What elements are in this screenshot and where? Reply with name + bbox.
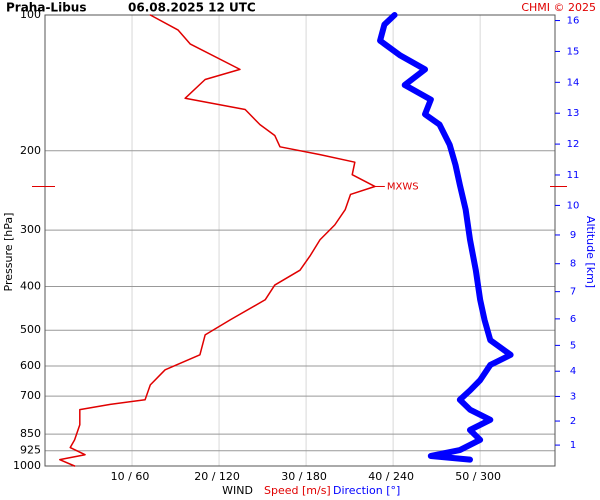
y-tick-label: 850 [20, 427, 41, 440]
chart-title: Praha-Libus [6, 1, 86, 15]
y2-tick-label: 3 [570, 391, 576, 402]
y-tick-label: 100 [20, 8, 41, 21]
y2-tick-label: 14 [567, 77, 580, 88]
direction-line [377, 12, 514, 463]
y2-tick-label: 16 [567, 16, 580, 27]
y2-tick-label: 4 [570, 366, 576, 377]
y-tick-label: 400 [20, 280, 41, 293]
y-tick-label: 1000 [13, 459, 41, 472]
x-axis-label: WIND [222, 484, 253, 497]
y-tick-label: 925 [20, 444, 41, 457]
speed-line [59, 14, 376, 467]
y2-tick-label: 10 [567, 200, 580, 211]
y2-tick-label: 11 [567, 170, 580, 181]
y-tick-label: 500 [20, 323, 41, 336]
x-tick-label: 10 / 60 [111, 470, 150, 483]
chart-subtitle: 06.08.2025 12 UTC [128, 1, 256, 15]
y-axis-label: Pressure [hPa] [2, 213, 15, 292]
legend-speed: Speed [m/s] [264, 484, 331, 497]
y2-tick-label: 8 [570, 259, 576, 270]
y2-tick-label: 6 [570, 314, 576, 325]
y2-tick-label: 1 [570, 440, 576, 451]
x-tick-label: 20 / 120 [194, 470, 240, 483]
y2-tick-label: 12 [567, 139, 580, 150]
max-wind-label: MXWS [387, 181, 419, 192]
y-tick-label: 700 [20, 389, 41, 402]
y2-tick-label: 15 [567, 46, 580, 57]
plot-frame [44, 14, 556, 467]
y2-tick-label: 13 [567, 108, 580, 119]
x-tick-label: 30 / 180 [281, 470, 327, 483]
legend-direction: Direction [°] [333, 484, 400, 497]
credit: CHMI © 2025 [521, 1, 596, 14]
y-tick-label: 600 [20, 359, 41, 372]
y2-tick-label: 7 [570, 287, 576, 298]
y2-tick-label: 9 [570, 230, 576, 241]
x-tick-label: 40 / 240 [368, 470, 414, 483]
y2-tick-label: 5 [570, 340, 576, 351]
y-tick-label: 200 [20, 144, 41, 157]
y2-tick-label: 2 [570, 416, 576, 427]
y2-axis-label: Altitude [km] [584, 216, 597, 288]
x-tick-label: 50 / 300 [455, 470, 501, 483]
y-tick-label: 300 [20, 223, 41, 236]
